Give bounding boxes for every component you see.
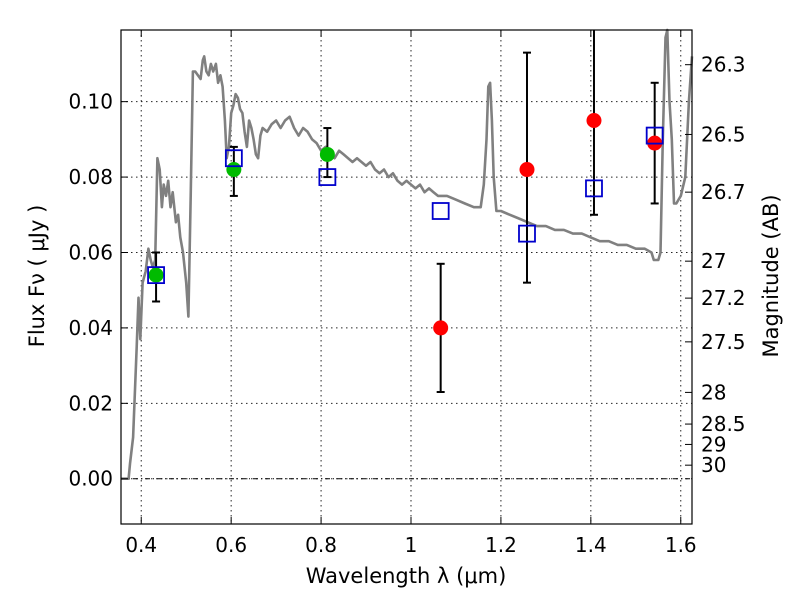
y-tick-label: 0.06	[68, 240, 113, 264]
y-tick-label: 0.04	[68, 316, 113, 340]
model-square	[518, 224, 536, 243]
right-tick-label: 26.5	[701, 122, 746, 146]
right-tick-label: 29	[701, 432, 726, 456]
right-tick-label: 27	[701, 249, 726, 273]
model-square	[147, 266, 165, 285]
y-tick-label: 0.10	[68, 90, 113, 114]
right-axis-label: Magnitude (AB)	[759, 194, 783, 357]
data-point	[519, 162, 535, 178]
right-tick-label: 30	[701, 453, 726, 477]
model-spectrum-line	[121, 28, 694, 480]
x-tick-label: 1.2	[485, 533, 517, 557]
model-square	[645, 126, 664, 145]
right-tick-label: 28	[701, 380, 726, 404]
right-tick-label: 27.5	[701, 330, 746, 354]
model-square	[318, 168, 337, 186]
data-point	[226, 162, 242, 178]
x-tick-label: 0.4	[125, 533, 157, 557]
y-tick-label: 0.00	[68, 467, 113, 491]
right-tick-label: 27.2	[701, 286, 746, 310]
y-axis-label: Flux Fν ( μJy )	[25, 205, 49, 348]
model-spectrum	[121, 28, 694, 480]
data-point	[586, 113, 602, 129]
y-tick-label: 0.08	[68, 165, 113, 189]
photometry-points	[148, 113, 663, 336]
model-square	[224, 149, 243, 168]
x-tick-label: 1.6	[665, 533, 697, 557]
right-tick-label: 26.3	[701, 53, 746, 77]
x-tick-label: 1	[405, 533, 418, 557]
right-tick-label: 28.5	[701, 412, 746, 436]
x-tick-label: 0.6	[215, 533, 247, 557]
model-square	[585, 179, 603, 198]
model-square	[431, 202, 450, 220]
grid-lines	[121, 30, 692, 524]
x-tick-label: 1.4	[575, 533, 607, 557]
x-axis-label: Wavelength λ (μm)	[306, 564, 507, 588]
y-tick-label: 0.02	[68, 391, 113, 415]
data-point	[148, 267, 164, 283]
plot-frame	[120, 29, 693, 525]
axis-ticks	[121, 30, 692, 524]
model-photometry-squares	[147, 126, 664, 285]
data-point	[319, 146, 335, 162]
right-tick-label: 26.7	[701, 180, 746, 204]
x-tick-label: 0.8	[305, 533, 337, 557]
tick-labels: 0.4 0.6 0.8 1 1.2 1.4 1.6 0.00 0.02 0.04 0.06 0.08 0…	[68, 53, 745, 557]
data-point	[433, 320, 449, 336]
error-bars	[152, 30, 659, 394]
